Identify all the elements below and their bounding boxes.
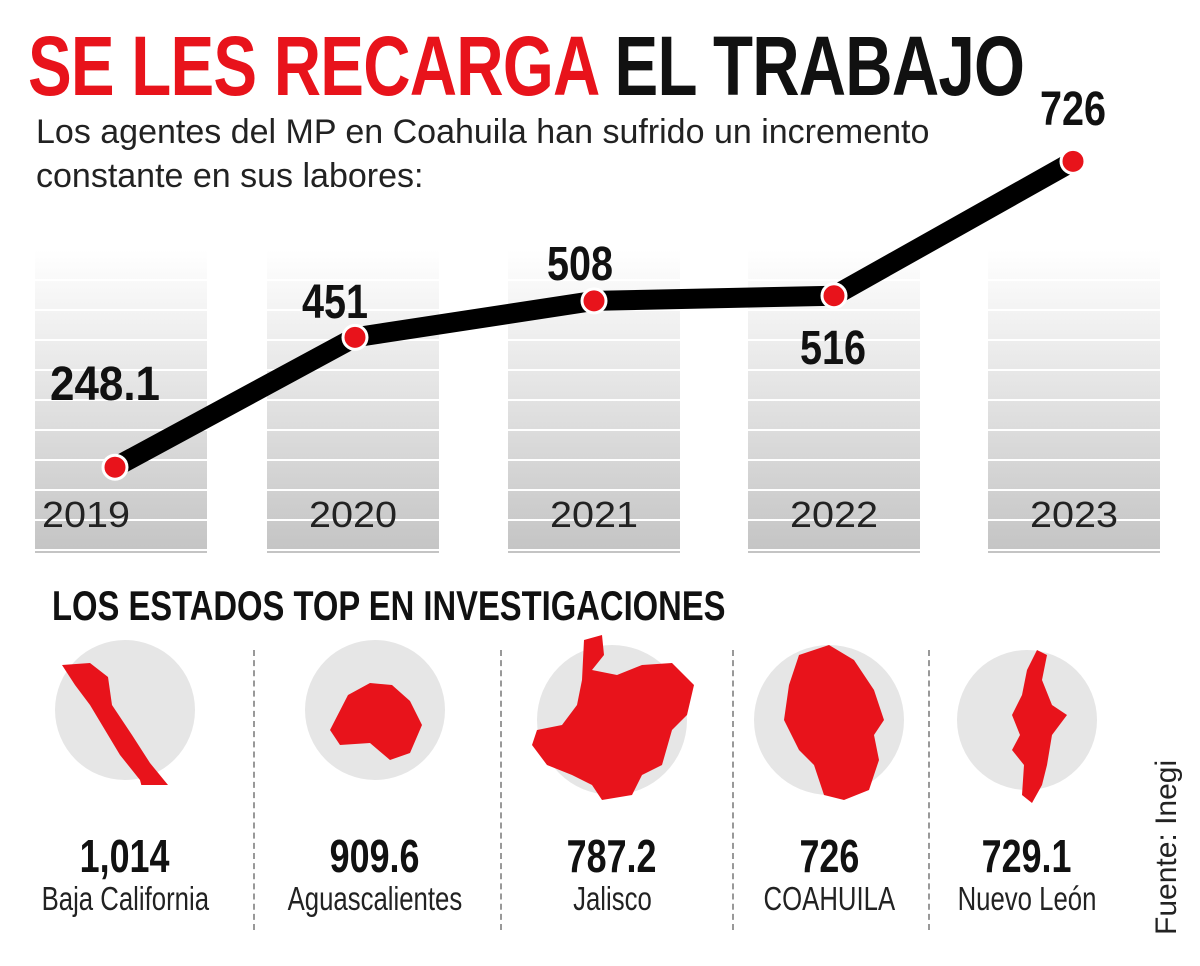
title: SE LES RECARGA EL TRABAJO xyxy=(28,18,1200,115)
data-label-2019: 248.1 xyxy=(50,358,160,411)
column-2020 xyxy=(267,250,439,553)
data-label-2023: 726 xyxy=(1040,83,1106,136)
state-value: 787.2 xyxy=(567,830,657,882)
x-tick-label: 2021 xyxy=(550,494,638,535)
subtitle: Los agentes del MP en Coahuila han sufri… xyxy=(36,113,930,195)
data-point-2023 xyxy=(1059,147,1087,175)
state-value: 1,014 xyxy=(80,830,170,882)
divider xyxy=(500,650,502,930)
states-heading: LOS ESTADOS TOP EN INVESTIGACIONES xyxy=(52,582,726,629)
data-point-2021 xyxy=(580,287,608,315)
data-point-2019 xyxy=(101,453,129,481)
aguascalientes-map-icon xyxy=(305,640,445,780)
nuevo-leon-map-icon xyxy=(957,650,1097,803)
data-label-2022: 516 xyxy=(800,322,866,375)
state-coahuila: 726 COAHUILA xyxy=(714,635,944,919)
state-name: Jalisco xyxy=(572,880,652,917)
column-2023 xyxy=(988,250,1160,553)
source-note: Fuente: Inegi xyxy=(1150,759,1183,935)
state-name: COAHUILA xyxy=(763,880,895,917)
jalisco-map-icon xyxy=(532,635,694,800)
data-label-2021: 508 xyxy=(547,238,613,291)
line-chart: 2019 2020 2021 2022 2023 248.1 451 508 516 726 xyxy=(35,83,1160,553)
state-name: Aguascalientes xyxy=(287,880,463,917)
state-jalisco: 787.2 Jalisco xyxy=(497,635,727,919)
baja-california-map-icon xyxy=(55,640,195,785)
state-name: Baja California xyxy=(41,880,209,917)
data-point-2020 xyxy=(341,323,369,351)
state-value: 729.1 xyxy=(982,830,1072,882)
state-value: 909.6 xyxy=(330,830,420,882)
divider xyxy=(732,650,734,930)
state-value: 726 xyxy=(799,830,859,882)
data-label-2020: 451 xyxy=(302,276,368,329)
x-tick-label: 2020 xyxy=(309,494,397,535)
state-nuevo-leon: 729.1 Nuevo León xyxy=(912,635,1142,919)
x-tick-label: 2023 xyxy=(1030,494,1118,535)
state-baja-california: 1,014 Baja California xyxy=(10,635,240,919)
data-point-2022 xyxy=(820,282,848,310)
title-black: EL TRABAJO xyxy=(614,19,1025,113)
divider xyxy=(928,650,930,930)
state-aguascalientes: 909.6 Aguascalientes xyxy=(260,635,490,919)
column-2019 xyxy=(35,250,207,553)
x-tick-label: 2022 xyxy=(790,494,878,535)
x-tick-label: 2019 xyxy=(42,494,130,535)
title-red: SE LES RECARGA xyxy=(28,19,598,113)
state-name: Nuevo León xyxy=(957,880,1097,917)
divider xyxy=(253,650,255,930)
coahuila-map-icon xyxy=(754,645,904,800)
